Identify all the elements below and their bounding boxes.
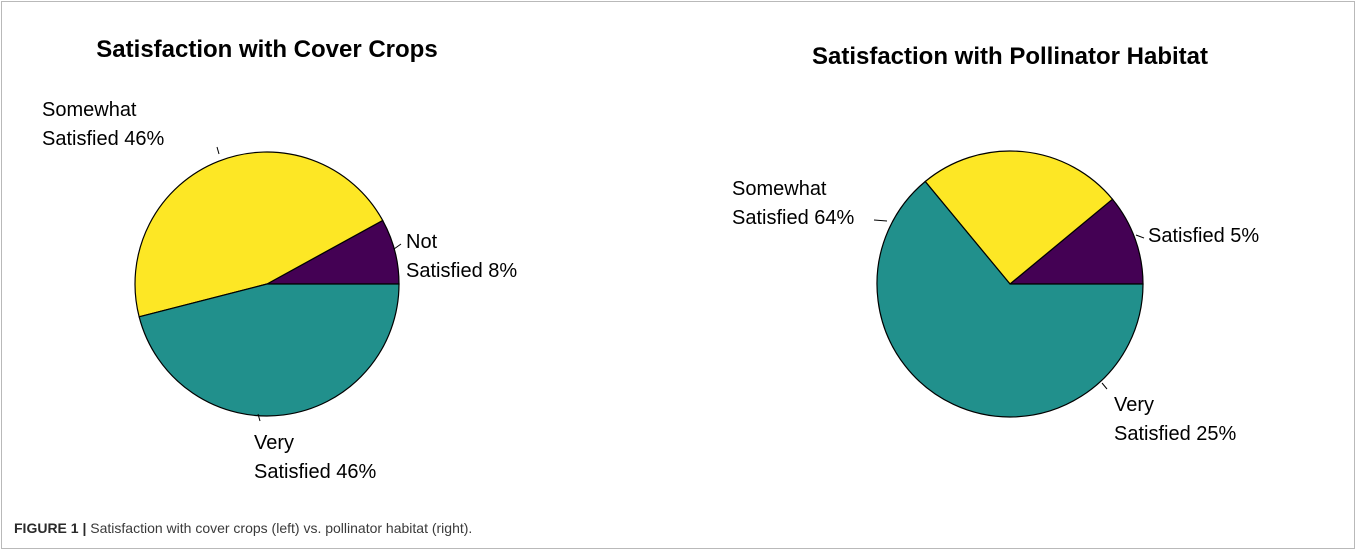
slice-label-line: Satisfied 5% <box>1148 225 1259 247</box>
pie-slice <box>1008 198 1144 285</box>
slice-label-line: Very <box>1114 394 1154 416</box>
slice-label-line: Satisfied 46% <box>254 461 377 483</box>
slice-leader-line <box>257 413 261 422</box>
slice-label: Satisfied 5% <box>1148 225 1259 247</box>
pie-pollinator-habitat: Satisfied 5% Very Satisfied 25% Somewhat Sat… <box>732 150 1259 445</box>
slice-label-line: Satisfied 25% <box>1114 423 1237 445</box>
slice-label: Somewhat Satisfied 46% <box>42 99 165 150</box>
figure-caption-lead: FIGURE 1 | <box>14 520 87 536</box>
pie-slice <box>924 150 1114 285</box>
figure-caption: FIGURE 1 | Satisfaction with cover crops… <box>14 520 472 536</box>
slice-label-line: Satisfied 8% <box>406 260 517 282</box>
slice-label-line: Somewhat <box>42 99 137 121</box>
pie-slice <box>876 180 1144 418</box>
slice-label-line: Not <box>406 231 438 253</box>
slice-label-line: Somewhat <box>732 178 827 200</box>
slice-leader-line <box>1135 234 1145 239</box>
figure-caption-text: Satisfaction with cover crops (left) vs.… <box>86 520 473 536</box>
slice-label: Somewhat Satisfied 64% <box>732 178 855 229</box>
slice-leader-line <box>1101 382 1108 390</box>
pie-slice <box>134 151 384 318</box>
slice-label-line: Satisfied 64% <box>732 207 855 229</box>
pie-slice <box>138 283 400 417</box>
slice-label: Not Satisfied 8% <box>406 231 517 282</box>
pie-cover-crops: Not Satisfied 8%Very Satisfied 46%Somewhat… <box>42 99 517 483</box>
slice-label: Very Satisfied 46% <box>254 432 377 483</box>
slice-label-line: Satisfied 46% <box>42 128 165 150</box>
slice-leader-line <box>216 146 220 155</box>
chart-title-pollinator-habitat: Satisfaction with Pollinator Habitat <box>812 43 1208 70</box>
slice-leader-line <box>393 243 402 250</box>
chart-title-cover-crops: Satisfaction with Cover Crops <box>96 36 437 63</box>
slice-leader-line <box>873 219 888 222</box>
slice-label: Very Satisfied 25% <box>1114 394 1237 445</box>
slice-label-line: Very <box>254 432 294 454</box>
